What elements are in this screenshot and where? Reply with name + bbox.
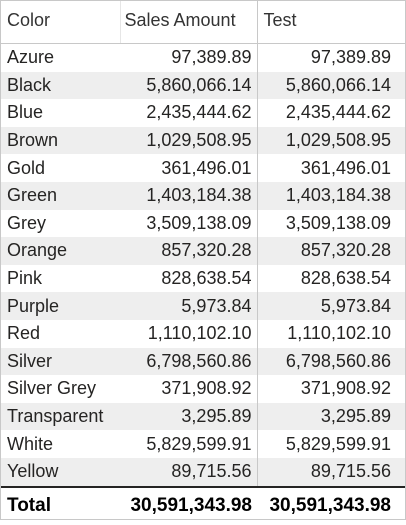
color-cell: Blue xyxy=(7,102,44,123)
test-cell: 5,860,066.14 xyxy=(257,71,405,100)
color-cell: Transparent xyxy=(1,402,120,431)
color-cell: Gold xyxy=(7,157,46,178)
total-label: Total xyxy=(1,485,120,525)
table-row[interactable]: White 5,829,599.91 5,829,599.91 xyxy=(1,430,405,458)
color-cell: Green xyxy=(1,181,120,210)
column-header-sales-amount[interactable]: Sales Amount xyxy=(120,1,258,44)
table-row[interactable]: Green 1,403,184.38 1,403,184.38 xyxy=(1,181,405,210)
table-row[interactable]: Purple 5,973.84 5,973.84 xyxy=(1,292,405,320)
color-cell: Pink xyxy=(7,268,43,289)
sales-amount-cell: 5,829,599.91 xyxy=(120,430,258,458)
test-cell: 1,403,184.38 xyxy=(257,181,405,210)
test-cell: 3,295.89 xyxy=(257,402,405,431)
sales-amount-cell: 89,715.56 xyxy=(120,457,258,487)
table-row[interactable]: Black 5,860,066.14 5,860,066.14 xyxy=(1,71,405,100)
table-row[interactable]: Transparent 3,295.89 3,295.89 xyxy=(1,402,405,431)
color-cell: Silver Grey xyxy=(7,378,97,399)
sales-amount-cell: 1,029,508.95 xyxy=(120,126,258,155)
test-cell: 89,715.56 xyxy=(257,457,405,487)
test-cell: 3,509,138.09 xyxy=(285,212,391,233)
total-sales-amount: 30,591,343.98 xyxy=(120,485,257,525)
test-cell: 857,320.28 xyxy=(257,237,405,265)
total-test: 30,591,343.98 xyxy=(257,485,405,525)
color-cell: Brown xyxy=(1,126,120,155)
sales-amount-cell: 3,509,138.09 xyxy=(120,209,258,238)
sales-amount-cell: 3,295.89 xyxy=(120,402,258,431)
sales-amount-cell: 1,403,184.38 xyxy=(120,181,258,210)
color-cell: Yellow xyxy=(1,457,120,487)
table-row[interactable]: Azure 97,389.89 97,389.89 xyxy=(1,43,405,72)
table-row[interactable]: Pink 828,638.54 828,638.54 xyxy=(1,264,405,293)
test-cell: 2,435,444.62 xyxy=(285,102,391,123)
color-cell: Grey xyxy=(7,212,47,233)
sales-amount-cell: 6,798,560.86 xyxy=(120,347,258,376)
header-row: Color Sales Amount Test xyxy=(1,1,405,44)
table-row[interactable]: Yellow 89,715.56 89,715.56 xyxy=(1,457,405,487)
test-cell: 828,638.54 xyxy=(300,268,391,289)
table-row[interactable]: Gold 361,496.01 361,496.01 xyxy=(1,154,405,182)
table-row[interactable]: Red 1,110,102.10 1,110,102.10 xyxy=(1,319,405,348)
test-cell: 5,829,599.91 xyxy=(285,433,391,454)
column-header-test[interactable]: Test xyxy=(257,1,405,44)
sales-amount-cell: 857,320.28 xyxy=(120,237,258,265)
test-cell: 361,496.01 xyxy=(300,157,391,178)
table-row[interactable]: Brown 1,029,508.95 1,029,508.95 xyxy=(1,126,405,155)
test-cell: 6,798,560.86 xyxy=(257,347,405,376)
sales-amount-cell: 2,435,444.62 xyxy=(120,99,258,127)
table-row[interactable]: Grey 3,509,138.09 3,509,138.09 xyxy=(1,209,405,238)
test-cell: 5,973.84 xyxy=(257,292,405,320)
table-row[interactable]: Silver Grey 371,908.92 371,908.92 xyxy=(1,375,405,403)
total-row: Total 30,591,343.98 30,591,343.98 xyxy=(1,485,405,525)
table-row[interactable]: Blue 2,435,444.62 2,435,444.62 xyxy=(1,99,405,127)
color-cell: Orange xyxy=(1,237,120,265)
test-cell: 371,908.92 xyxy=(300,378,391,399)
sales-amount-cell: 371,908.92 xyxy=(120,375,258,403)
color-cell: Red xyxy=(7,323,41,344)
color-cell: White xyxy=(7,433,54,454)
test-cell: 1,029,508.95 xyxy=(257,126,405,155)
table-body: Azure 97,389.89 97,389.89 Black 5,860,06… xyxy=(1,43,405,487)
color-cell: Black xyxy=(1,71,120,100)
color-cell: Purple xyxy=(1,292,120,320)
sales-amount-cell: 5,860,066.14 xyxy=(120,71,258,100)
sales-amount-cell: 1,110,102.10 xyxy=(120,319,258,348)
column-header-color[interactable]: Color xyxy=(1,1,121,44)
sales-amount-cell: 97,389.89 xyxy=(120,43,258,72)
sales-amount-cell: 361,496.01 xyxy=(120,154,258,182)
table-row[interactable]: Orange 857,320.28 857,320.28 xyxy=(1,237,405,265)
color-cell: Azure xyxy=(7,47,55,68)
sales-amount-cell: 828,638.54 xyxy=(120,264,258,293)
test-cell: 97,389.89 xyxy=(310,47,391,68)
test-cell: 1,110,102.10 xyxy=(287,323,391,344)
sales-amount-cell: 5,973.84 xyxy=(120,292,258,320)
table-row[interactable]: Silver 6,798,560.86 6,798,560.86 xyxy=(1,347,405,376)
color-cell: Silver xyxy=(1,347,120,376)
